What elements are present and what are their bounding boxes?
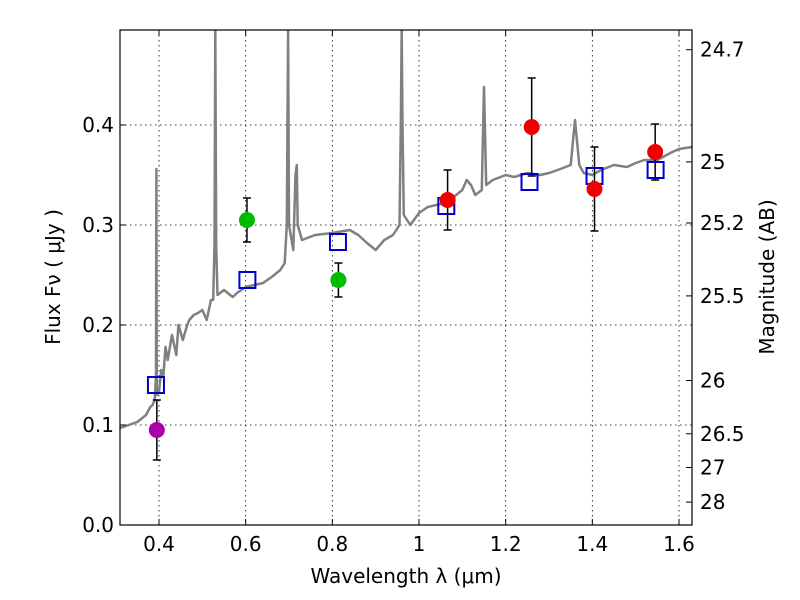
observed-point bbox=[647, 144, 664, 160]
observed-point bbox=[330, 272, 347, 288]
y-tick-label: 0.2 bbox=[82, 313, 114, 337]
magnitude-tick-label: 26.5 bbox=[700, 422, 745, 446]
observed-point bbox=[148, 422, 165, 438]
y-tick-labels: 0.0 0.1 0.2 0.3 0.4 bbox=[82, 113, 114, 537]
x-tick-label: 1 bbox=[413, 532, 426, 556]
y-tick-label: 0.3 bbox=[82, 213, 114, 237]
magnitude-tick-label: 25.2 bbox=[700, 211, 745, 235]
model-point bbox=[238, 271, 257, 289]
y-axis-label: Flux Fν ( μJy ) bbox=[41, 209, 65, 345]
magnitude-tick-label: 25.5 bbox=[700, 284, 745, 308]
model-point bbox=[646, 161, 665, 179]
x-tick-label: 1.2 bbox=[490, 532, 522, 556]
observed-point bbox=[238, 212, 255, 228]
observed-point bbox=[586, 181, 603, 197]
x-tick-label: 1.6 bbox=[663, 532, 695, 556]
y-tick-label: 0.0 bbox=[82, 513, 114, 537]
plot-frame bbox=[119, 29, 693, 526]
axis-ticks bbox=[120, 30, 692, 526]
x-axis-label: Wavelength λ (μm) bbox=[310, 564, 501, 588]
magnitude-tick-labels: 24.7 25 25.2 25.5 26 26.5 27 28 bbox=[700, 38, 745, 514]
magnitude-tick-label: 24.7 bbox=[700, 38, 745, 62]
x-tick-label: 0.8 bbox=[316, 532, 348, 556]
magnitude-tick-label: 25 bbox=[700, 150, 725, 174]
magnitude-tick-label: 28 bbox=[700, 490, 725, 514]
magnitude-tick-label: 26 bbox=[700, 369, 725, 393]
magnitude-axis-label: Magnitude (AB) bbox=[755, 199, 779, 354]
model-point bbox=[520, 173, 539, 191]
y-tick-label: 0.4 bbox=[82, 113, 114, 137]
x-tick-label: 1.4 bbox=[576, 532, 608, 556]
observed-point bbox=[439, 192, 456, 208]
magnitude-tick-label: 27 bbox=[700, 456, 725, 480]
model-point bbox=[146, 376, 165, 394]
y-tick-label: 0.1 bbox=[82, 413, 114, 437]
observed-point bbox=[523, 119, 540, 135]
x-tick-label: 0.4 bbox=[143, 532, 175, 556]
model-point bbox=[328, 233, 347, 251]
plot-background bbox=[120, 30, 692, 525]
template-spectrum-line bbox=[120, 30, 692, 430]
x-tick-labels: 0.4 0.6 0.8 1 1.2 1.4 1.6 bbox=[143, 532, 695, 556]
x-tick-label: 0.6 bbox=[230, 532, 262, 556]
observed-flux-markers bbox=[148, 119, 664, 438]
